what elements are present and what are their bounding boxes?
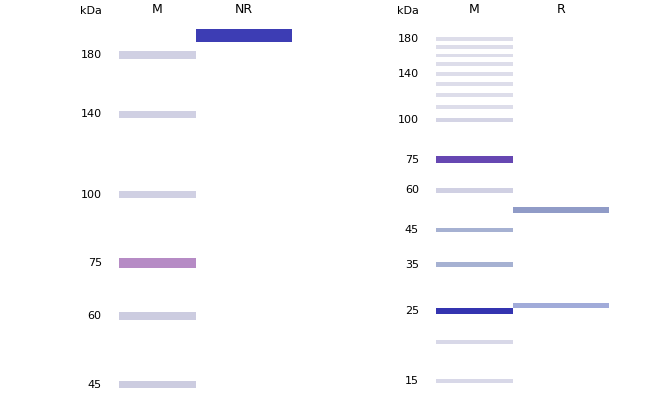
Text: M: M bbox=[151, 3, 162, 16]
Text: 140: 140 bbox=[81, 109, 102, 119]
Text: 45: 45 bbox=[88, 379, 102, 389]
Text: kDa: kDa bbox=[80, 6, 102, 16]
Text: 25: 25 bbox=[404, 306, 419, 316]
Text: 100: 100 bbox=[398, 115, 419, 125]
Text: R: R bbox=[556, 3, 566, 16]
Text: 45: 45 bbox=[404, 225, 419, 235]
Text: 35: 35 bbox=[405, 260, 419, 270]
Text: 100: 100 bbox=[81, 190, 102, 200]
Text: kDa: kDa bbox=[397, 6, 419, 16]
Text: 180: 180 bbox=[398, 34, 419, 44]
Text: 75: 75 bbox=[404, 155, 419, 165]
Text: 15: 15 bbox=[405, 376, 419, 386]
Text: 140: 140 bbox=[398, 69, 419, 79]
Text: 60: 60 bbox=[88, 311, 102, 321]
Text: M: M bbox=[469, 3, 480, 16]
Text: 60: 60 bbox=[405, 186, 419, 196]
Text: NR: NR bbox=[235, 3, 253, 16]
Text: 180: 180 bbox=[81, 50, 102, 59]
Text: 75: 75 bbox=[88, 258, 102, 268]
